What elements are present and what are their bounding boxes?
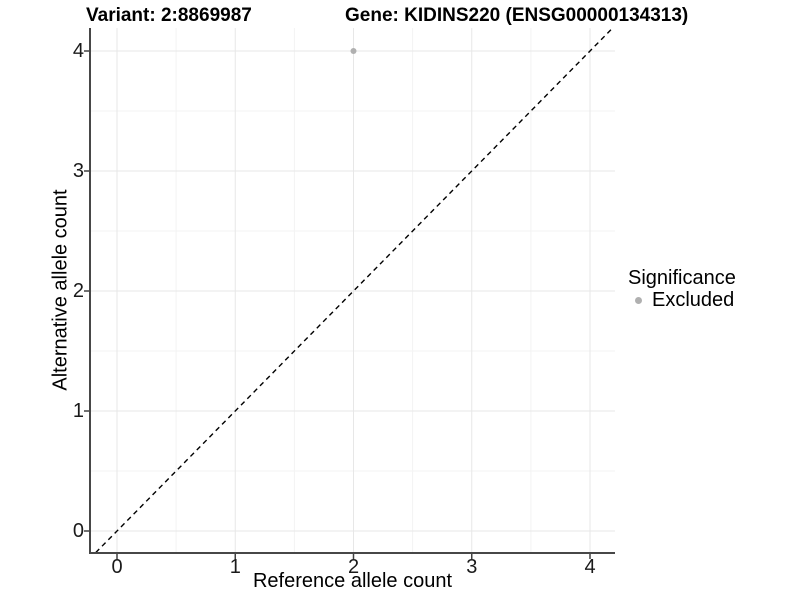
legend: Significance Excluded bbox=[628, 267, 736, 311]
y-axis-title: Alternative allele count bbox=[49, 189, 72, 391]
x-axis-title: Reference allele count bbox=[252, 570, 452, 592]
legend-item-label: Excluded bbox=[652, 289, 735, 311]
plot-title-gene: Gene: KIDINS220 (ENSG00000134313) bbox=[345, 5, 689, 26]
legend-point-icon bbox=[635, 296, 642, 304]
legend-item: Excluded bbox=[628, 289, 736, 311]
legend-items: Excluded bbox=[628, 289, 736, 311]
legend-title: Significance bbox=[628, 267, 736, 289]
plot-title-variant: Variant: 2:8869987 bbox=[86, 5, 252, 26]
